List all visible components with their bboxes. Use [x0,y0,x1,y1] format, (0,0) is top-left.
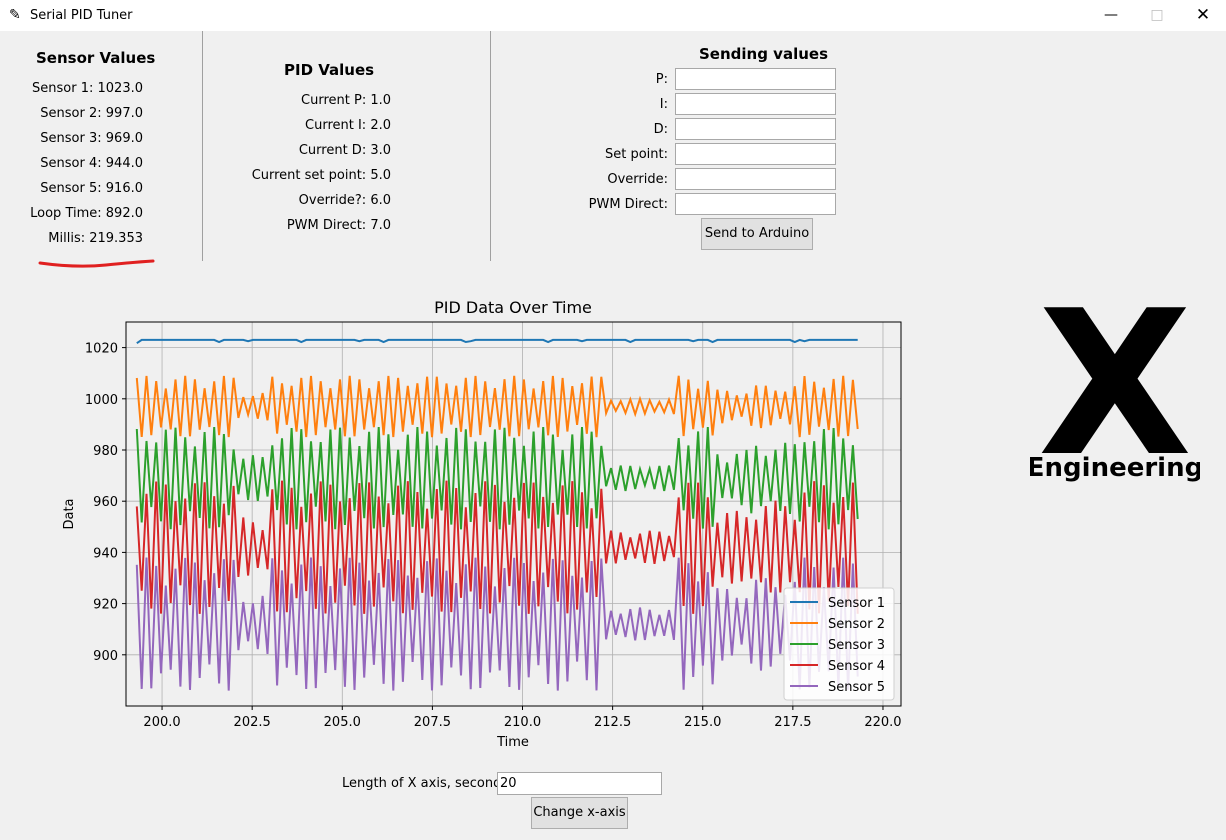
override-value: Override?: 6.0 [298,193,391,208]
p-input[interactable] [675,68,836,90]
pid-chart: PID Data Over Time 200.0 202.5 205.0 207.5 2… [62,298,902,750]
x-axis-length-label: Length of X axis, seconds [342,776,509,791]
sensor-4-value: Sensor 4: 944.0 [40,156,143,171]
pid-values-heading: PID Values [284,61,375,79]
x-tick-label: 212.5 [594,715,631,730]
legend-label: Sensor 1 [828,596,885,611]
x-tick-label: 205.0 [324,715,361,730]
pwm-direct-label: PWM Direct: [588,197,668,212]
y-tick-label: 940 [93,546,118,561]
legend-label: Sensor 3 [828,638,885,653]
sensor-1-value: Sensor 1: 1023.0 [32,81,143,96]
y-tick-label: 1000 [85,393,118,408]
change-x-axis-button[interactable]: Change x-axis [531,797,628,829]
x-tick-label: 210.0 [504,715,541,730]
y-tick-label: 960 [93,495,118,510]
sensor-3-value: Sensor 3: 969.0 [40,131,143,146]
logo-letter: X [1038,295,1192,495]
current-i-value: Current I: 2.0 [305,118,391,133]
legend-label: Sensor 5 [828,680,885,695]
legend-box [783,587,895,701]
y-tick-label: 1020 [85,342,118,357]
x-engineering-logo: X Engineering [1030,295,1200,495]
set-point-label: Set point: [604,147,668,162]
x-tick-label: 217.5 [774,715,811,730]
plot-frame [125,321,902,707]
current-d-value: Current D: 3.0 [298,143,391,158]
y-tick-label: 900 [93,649,118,664]
chart-legend: Sensor 1 Sensor 2 Sensor 3 Sensor 4 Sensor 5 [783,587,895,701]
sending-values-heading: Sending values [699,45,828,63]
x-tick-label: 220.0 [864,715,901,730]
override-label: Override: [607,172,668,187]
series-line-4 [135,480,859,614]
x-tick-label: 202.5 [234,715,271,730]
chart-title: PID Data Over Time [434,298,592,317]
current-p-value: Current P: 1.0 [301,93,391,108]
maximize-button[interactable]: □ [1150,7,1164,23]
series-line-1 [136,338,858,345]
current-set-point-value: Current set point: 5.0 [251,168,391,183]
x-tick-label: 215.0 [684,715,721,730]
y-tick-label: 920 [93,598,118,613]
send-to-arduino-button[interactable]: Send to Arduino [701,218,813,250]
x-tick-label: 200.0 [143,715,180,730]
minimize-button[interactable]: — [1104,7,1118,23]
red-underline-annotation [38,259,155,268]
d-input[interactable] [675,118,836,140]
title-bar: ✎ Serial PID Tuner — □ ✕ [0,0,1226,31]
sensor-values-heading: Sensor Values [36,49,156,67]
y-axis-label: Data [62,498,77,529]
sensor-5-value: Sensor 5: 916.0 [40,181,143,196]
i-input[interactable] [675,93,836,115]
y-tick-label: 980 [93,444,118,459]
set-point-input[interactable] [675,143,836,165]
pwm-direct-input[interactable] [675,193,836,215]
feather-icon: ✎ [9,7,21,23]
legend-label: Sensor 2 [828,617,885,632]
pwm-direct-value: PWM Direct: 7.0 [286,218,391,233]
series-line-5 [135,557,859,691]
loop-time-value: Loop Time: 892.0 [30,206,143,221]
series-line-2 [135,375,859,438]
legend-label: Sensor 4 [828,659,885,674]
sensor-2-value: Sensor 2: 997.0 [40,106,143,121]
series-line-3 [135,426,859,530]
x-axis-length-input[interactable]: 20 [497,772,662,795]
x-tick-label: 207.5 [414,715,451,730]
close-button[interactable]: ✕ [1195,5,1211,25]
i-label: I: [659,97,668,112]
window-title: Serial PID Tuner [30,8,133,23]
p-label: P: [655,72,668,87]
separator-2 [490,31,491,261]
millis-value: Millis: 219.353 [48,231,143,246]
x-axis-label: Time [496,735,529,750]
logo-word: Engineering [1030,453,1200,483]
d-label: D: [653,122,668,137]
override-input[interactable] [675,168,836,190]
separator-1 [202,31,203,261]
